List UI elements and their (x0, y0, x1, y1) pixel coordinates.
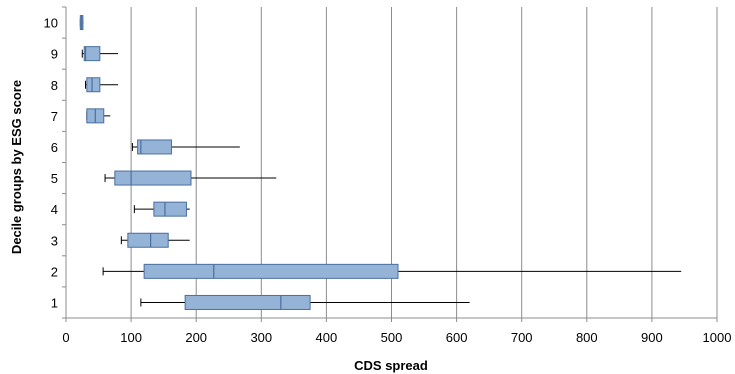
x-tick-label-900: 900 (641, 330, 663, 345)
x-tick-label-500: 500 (381, 330, 403, 345)
x-tick-label-1000: 1000 (703, 330, 732, 345)
x-tick-label-300: 300 (250, 330, 272, 345)
box-group-1 (140, 294, 470, 310)
x-tick-label-0: 0 (62, 330, 69, 345)
y-tick-label-8: 8 (51, 78, 58, 93)
box-group-4 (133, 201, 190, 217)
box-iqr-4 (153, 201, 187, 217)
y-tick-label-1: 1 (51, 295, 58, 310)
x-tick-label-100: 100 (120, 330, 142, 345)
box-iqr-2 (143, 263, 399, 279)
box-group-8 (85, 77, 119, 93)
x-tick-label-400: 400 (316, 330, 338, 345)
x-axis-title: CDS spread (354, 358, 428, 373)
box-group-10 (79, 15, 84, 31)
y-tick-label-3: 3 (51, 233, 58, 248)
y-tick-label-9: 9 (51, 47, 58, 62)
x-tick-label-800: 800 (576, 330, 598, 345)
box-iqr-5 (114, 170, 192, 186)
box-iqr-9 (83, 46, 101, 62)
y-tick-label-6: 6 (51, 140, 58, 155)
y-tick-label-2: 2 (51, 264, 58, 279)
box-group-6 (131, 139, 240, 155)
y-tick-label-10: 10 (44, 16, 58, 31)
x-tick-label-600: 600 (446, 330, 468, 345)
box-group-5 (104, 170, 277, 186)
box-iqr-1 (184, 294, 311, 310)
box-iqr-8 (86, 77, 101, 93)
box-group-3 (120, 232, 190, 248)
box-layer (79, 15, 682, 310)
y-tick-label-7: 7 (51, 109, 58, 124)
box-group-9 (81, 46, 119, 62)
y-axis-title: Decile groups by ESG score (9, 80, 24, 254)
x-tick-label-700: 700 (511, 330, 533, 345)
y-tick-label-4: 4 (51, 202, 58, 217)
box-group-7 (86, 108, 111, 124)
box-iqr-3 (127, 232, 169, 248)
y-tick-label-5: 5 (51, 171, 58, 186)
grid-layer (130, 7, 718, 318)
box-group-2 (102, 263, 682, 279)
x-tick-label-200: 200 (185, 330, 207, 345)
box-iqr-6 (137, 139, 172, 155)
